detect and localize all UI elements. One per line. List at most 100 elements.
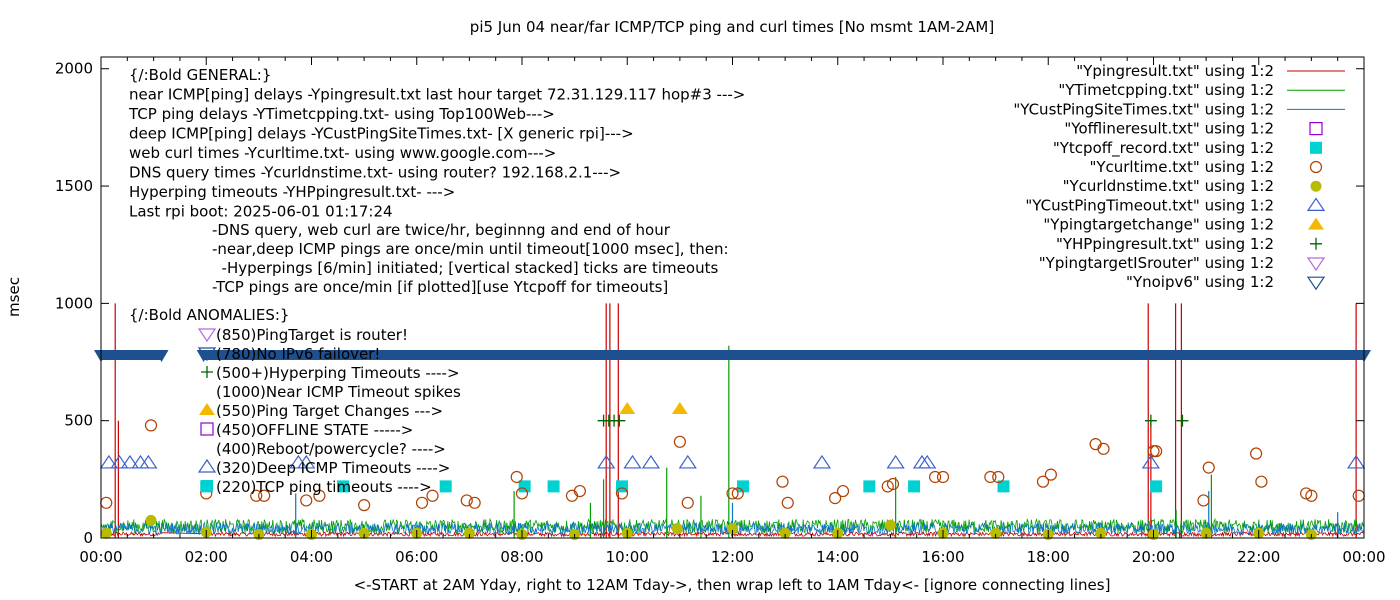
anomaly-7: (320)Deep ICMP Timeouts ----> (216, 459, 450, 477)
point-6-15 (1141, 454, 1160, 469)
y-tick-label-2: 1000 (55, 294, 93, 312)
legend-entry-6: "Ycurldnstime.txt" using 1:2 (1063, 177, 1274, 195)
point-4-27 (929, 470, 942, 484)
x-tick-label-7: 14:00 (816, 548, 859, 566)
annotation-note-2: -Hyperpings [6/min] initiated; [vertical… (212, 259, 718, 277)
legend-marker-8 (1308, 217, 1324, 230)
point-6-2 (120, 454, 140, 469)
point-6-16 (1346, 454, 1366, 469)
anomaly-3: (1000)Near ICMP Timeout spikes (216, 383, 461, 401)
annotation-note-3: -TCP pings are once/min [if plotted][use… (212, 278, 668, 296)
point-4-23 (829, 492, 842, 505)
legend-entry-7: "YCustPingTimeout.txt" using 1:2 (1025, 196, 1274, 214)
point-4-5 (300, 494, 313, 507)
annotation-note-1: -near,deep ICMP pings are once/min until… (212, 240, 729, 258)
point-3-9 (997, 480, 1010, 493)
point-5-12 (727, 523, 738, 535)
legend-entry-9: "YHPpingresult.txt" using 1:2 (1056, 235, 1274, 253)
point-4-3 (250, 489, 263, 502)
point-3-7 (863, 480, 876, 493)
point-8-5 (1176, 414, 1189, 427)
point-3-1 (337, 480, 350, 493)
point-4-38 (1202, 461, 1215, 474)
point-6-11 (812, 454, 832, 469)
legend-marker-3 (1309, 121, 1323, 136)
point-6-14 (918, 454, 937, 469)
point-5-5 (358, 527, 370, 539)
point-5-11 (671, 523, 683, 535)
point-4-17 (673, 435, 686, 448)
point-6-1 (110, 454, 129, 469)
point-4-33 (1089, 438, 1102, 451)
point-5-0 (100, 527, 112, 539)
point-4-34 (1097, 442, 1110, 455)
point-4-43 (1352, 489, 1365, 502)
legend-entry-2: "YCustPingSiteTimes.txt" using 1:2 (1013, 100, 1274, 118)
point-4-8 (415, 496, 429, 509)
point-4-42 (1305, 489, 1318, 502)
y-tick-label-1: 500 (64, 412, 93, 430)
series-0-line (100, 530, 1365, 538)
annotation-general-4: web curl times -Ycurltime.txt- using www… (129, 144, 556, 162)
point-4-12 (510, 470, 523, 484)
legend-entry-0: "Ypingresult.txt" using 1:2 (1076, 62, 1274, 80)
series-5 (100, 514, 1317, 540)
x-tick-label-1: 02:00 (185, 548, 228, 566)
anomaly-6: (400)Reboot/powercycle? ----> (216, 440, 446, 458)
point-4-0 (100, 496, 113, 509)
point-4-9 (426, 489, 439, 502)
point-3-4 (547, 480, 560, 493)
point-4-14 (565, 489, 579, 502)
anomaly-marker-0 (197, 328, 217, 343)
point-4-24 (836, 484, 850, 498)
point-6-9 (641, 454, 661, 469)
x-tick-label-5: 10:00 (606, 548, 649, 566)
anomaly-marker-1 (197, 347, 217, 362)
x-tick-label-0: 00:00 (79, 548, 122, 566)
series-6 (99, 454, 1366, 469)
anomaly-marker-4 (199, 403, 215, 415)
point-6-6 (297, 454, 316, 469)
legend-entry-8: "Ypingtargetchange" using 1:2 (1043, 216, 1274, 234)
point-4-25 (881, 480, 894, 493)
point-8-4 (1144, 414, 1157, 427)
point-7-1 (671, 401, 688, 414)
noipv6-band-1 (203, 349, 1364, 360)
noipv6-end-0 (154, 349, 169, 362)
series-7 (619, 401, 688, 414)
legend-entry-10: "YpingtargetISrouter" using 1:2 (1039, 254, 1274, 272)
point-6-3 (131, 454, 150, 469)
ticks-layer: 0 500 1000 1500 2000 00:00 02:00 04:00 06:00 08:0… (55, 57, 1386, 566)
point-4-36 (1150, 445, 1163, 458)
anomaly-marker-2 (201, 366, 213, 378)
x-tick-label-3: 06:00 (395, 548, 438, 566)
point-6-7 (597, 454, 616, 469)
annotation-anomalies-title: {/:Bold ANOMALIES:} (129, 306, 289, 324)
legend-marker-5 (1309, 160, 1323, 174)
point-3-8 (908, 480, 921, 493)
x-tick-label-8: 16:00 (921, 548, 964, 566)
plot-area (100, 56, 1365, 539)
y-axis-label: msec (5, 277, 23, 317)
point-8-3 (613, 414, 626, 427)
point-5-1 (145, 514, 157, 526)
anomaly-8: (220)TCP ping timeouts ----> (216, 478, 432, 496)
annotation-general-6: Hyperping timeouts -YHPpingresult.txt- -… (129, 183, 455, 201)
point-6-13 (912, 454, 932, 469)
legend-marker-7 (1306, 197, 1326, 211)
x-tick-label-4: 08:00 (500, 548, 543, 566)
legend-entry-11: "Ynoipv6" using 1:2 (1126, 273, 1274, 291)
annotation-general-1: near ICMP[ping] delays -Ypingresult.txt … (129, 86, 745, 104)
point-4-15 (573, 484, 586, 498)
point-4-30 (992, 470, 1005, 484)
point-4-1 (144, 419, 158, 432)
annotation-general-7: Last rpi boot: 2025-06-01 01:17:24 (129, 203, 393, 221)
point-6-0 (99, 454, 119, 469)
annotation-general-2: TCP ping delays -YTimetcpping.txt- using… (128, 105, 555, 123)
point-4-41 (1300, 487, 1313, 500)
point-4-16 (615, 487, 629, 500)
legend-marker-10 (1306, 257, 1326, 272)
legend: "Ypingresult.txt" using 1:2"YTimetcpping… (1013, 62, 1345, 291)
y-tick-label-3: 1500 (55, 177, 93, 195)
point-4-29 (984, 470, 997, 484)
